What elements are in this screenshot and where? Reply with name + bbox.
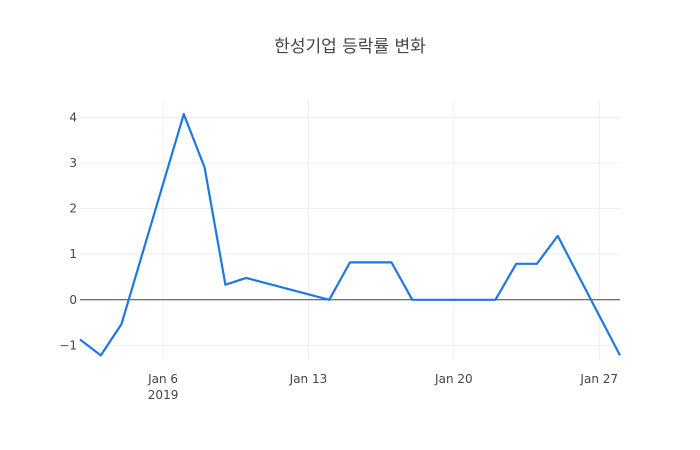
- chart-title: 한성기업 등락률 변화: [274, 37, 426, 57]
- y-tick-label: 2: [69, 202, 77, 216]
- y-tick-label: 1: [69, 247, 77, 261]
- y-tick-label: 0: [69, 293, 77, 307]
- x-tick-label: Jan 13: [289, 372, 328, 386]
- x-tick-label: Jan 6: [147, 372, 178, 386]
- y-tick-label: 4: [69, 110, 77, 124]
- x-tick-year-label: 2019: [148, 388, 179, 402]
- y-tick-label: −1: [59, 338, 77, 352]
- series-line[interactable]: [79, 113, 621, 357]
- y-axis-ticks: −1 0 1 2 3 4: [59, 110, 77, 352]
- x-tick-label: Jan 27: [579, 372, 618, 386]
- y-tick-label: 3: [69, 156, 77, 170]
- x-axis-ticks: Jan 6 2019 Jan 13 Jan 20 Jan 27: [147, 372, 618, 402]
- grid-lines: [80, 100, 620, 360]
- x-tick-label: Jan 20: [434, 372, 473, 386]
